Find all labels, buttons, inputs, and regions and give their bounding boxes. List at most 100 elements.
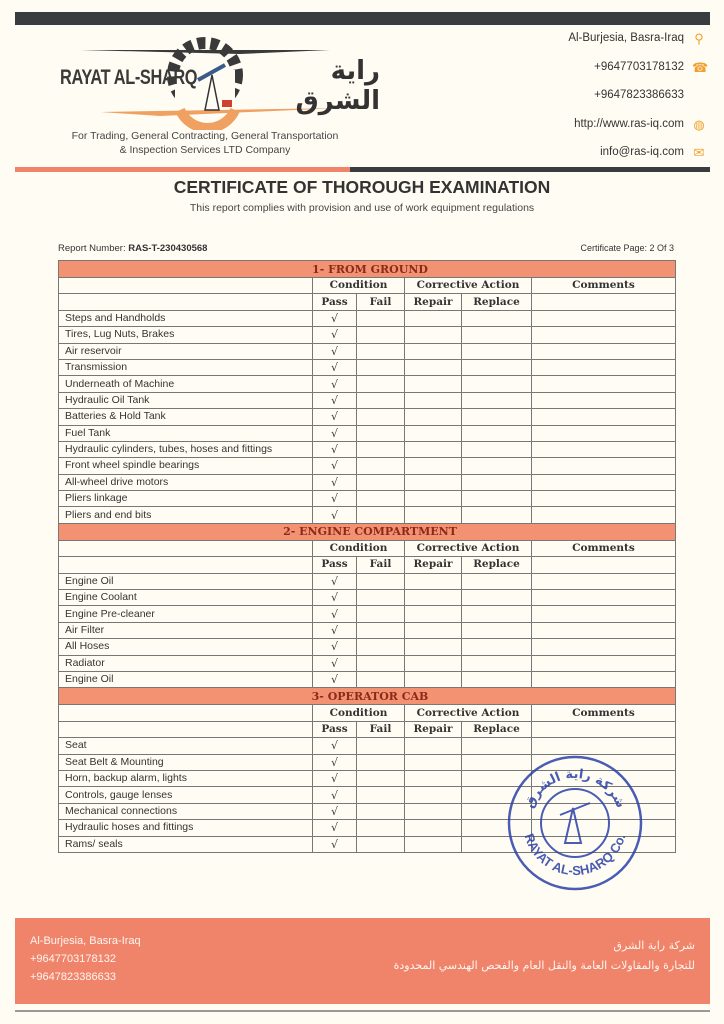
replace-cell [461, 670, 532, 689]
pass-check-mark: √ [312, 326, 357, 344]
empty-cell [58, 556, 313, 574]
footer-arabic-line-1: شركة راية الشرق [613, 939, 695, 952]
pass-check-mark: √ [312, 670, 357, 689]
item-label: Horn, backup alarm, lights [58, 769, 313, 788]
replace-cell [461, 506, 532, 524]
header-repair: Repair [404, 293, 462, 311]
pass-check-mark: √ [312, 391, 357, 410]
header-replace: Replace [461, 720, 532, 739]
repair-cell [404, 786, 462, 804]
item-label: Front wheel spindle bearings [58, 457, 313, 475]
table-row: Underneath of Machine √ [58, 375, 676, 393]
address-text: Al-Burjesia, Basra-Iraq [568, 32, 684, 44]
replace-cell [461, 638, 532, 656]
footer-address: Al-Burjesia, Basra-Iraq [30, 935, 141, 947]
item-label: Air Filter [58, 621, 313, 640]
email-link[interactable]: info@ras-iq.com [600, 146, 684, 158]
item-label: Seat Belt & Mounting [58, 753, 313, 771]
comments-cell [531, 490, 676, 508]
header-pass: Pass [312, 556, 357, 574]
contact-email[interactable]: info@ras-iq.com ✉ [568, 146, 706, 175]
contact-website[interactable]: http://www.ras-iq.com ◍ [568, 117, 706, 147]
repair-cell [404, 342, 462, 360]
fail-cell [356, 589, 405, 607]
table-row: Engine Pre-cleaner √ [58, 605, 676, 623]
pass-check-mark: √ [312, 786, 357, 804]
fail-cell [356, 490, 405, 508]
fail-cell [356, 572, 405, 591]
item-label: Seat [58, 737, 313, 755]
header-fail: Fail [356, 293, 405, 311]
empty-cell [531, 720, 676, 739]
subheader-row: Pass Fail Repair Replace [58, 720, 676, 739]
header-comments: Comments [531, 539, 676, 558]
pass-check-mark: √ [312, 654, 357, 672]
footer-contacts: Al-Burjesia, Basra-Iraq +9647703178132 +… [30, 932, 141, 986]
repair-cell [404, 358, 462, 377]
column-header-row: Condition Corrective Action Comments [58, 539, 676, 558]
header-fail: Fail [356, 720, 405, 739]
pass-check-mark: √ [312, 819, 357, 837]
fail-cell [356, 309, 405, 328]
fail-cell [356, 424, 405, 442]
table-row: Radiator √ [58, 654, 676, 672]
header-fail: Fail [356, 556, 405, 574]
item-label: Tires, Lug Nuts, Brakes [58, 326, 313, 344]
contact-phone-2: +9647823386633 [568, 89, 706, 118]
item-label: Fuel Tank [58, 424, 313, 442]
pass-check-mark: √ [312, 358, 357, 377]
table-row: Horn, backup alarm, lights √ [58, 769, 676, 788]
item-label: Rams/ seals [58, 835, 313, 853]
replace-cell [461, 424, 532, 442]
header-comments: Comments [531, 704, 676, 722]
repair-cell [404, 737, 462, 755]
pass-check-mark: √ [312, 408, 357, 426]
comments-cell [531, 457, 676, 475]
repair-cell [404, 654, 462, 672]
item-label: Air reservoir [58, 342, 313, 360]
table-row: Hydraulic Oil Tank √ [58, 391, 676, 410]
empty-cell [531, 556, 676, 574]
table-row: Seat √ [58, 737, 676, 755]
replace-cell [461, 605, 532, 623]
fail-cell [356, 506, 405, 524]
repair-cell [404, 572, 462, 591]
comments-cell [531, 737, 676, 755]
company-tagline: For Trading, General Contracting, Genera… [40, 129, 370, 157]
repair-cell [404, 819, 462, 837]
table-row: Steps and Handholds √ [58, 309, 676, 328]
item-label: All Hoses [58, 638, 313, 656]
page-subtitle: This report complies with provision and … [189, 202, 535, 214]
footer-phone-1: +9647703178132 [30, 953, 116, 965]
fail-cell [356, 753, 405, 771]
pass-check-mark: √ [312, 440, 357, 459]
website-link[interactable]: http://www.ras-iq.com [574, 117, 684, 130]
replace-cell [461, 309, 532, 328]
header-corrective-action: Corrective Action [404, 704, 532, 722]
pass-check-mark: √ [312, 605, 357, 623]
contact-phone-1: +9647703178132 ☎ [568, 60, 708, 90]
contact-address: Al-Burjesia, Basra-Iraq ⚲ [568, 32, 706, 61]
envelope-icon: ✉ [693, 145, 705, 160]
pass-check-mark: √ [312, 737, 357, 755]
comments-cell [531, 375, 676, 393]
item-label: Radiator [58, 654, 313, 672]
header-condition: Condition [312, 704, 405, 722]
pass-check-mark: √ [312, 473, 357, 492]
table-row: Engine Coolant √ [58, 589, 676, 607]
item-label: Engine Pre-cleaner [58, 605, 313, 623]
comments-cell [531, 654, 676, 672]
comments-cell [531, 473, 676, 492]
company-stamp: شركة راية الشرق RAYAT AL-SHARQ Co. [507, 755, 643, 891]
fail-cell [356, 408, 405, 426]
fail-cell [356, 440, 405, 459]
pass-check-mark: √ [312, 638, 357, 656]
location-pin-icon: ⚲ [694, 31, 704, 46]
replace-cell [461, 440, 532, 459]
replace-cell [461, 737, 532, 755]
repair-cell [404, 506, 462, 524]
repair-cell [404, 473, 462, 492]
replace-cell [461, 375, 532, 393]
comments-cell [531, 424, 676, 442]
header-pass: Pass [312, 720, 357, 739]
